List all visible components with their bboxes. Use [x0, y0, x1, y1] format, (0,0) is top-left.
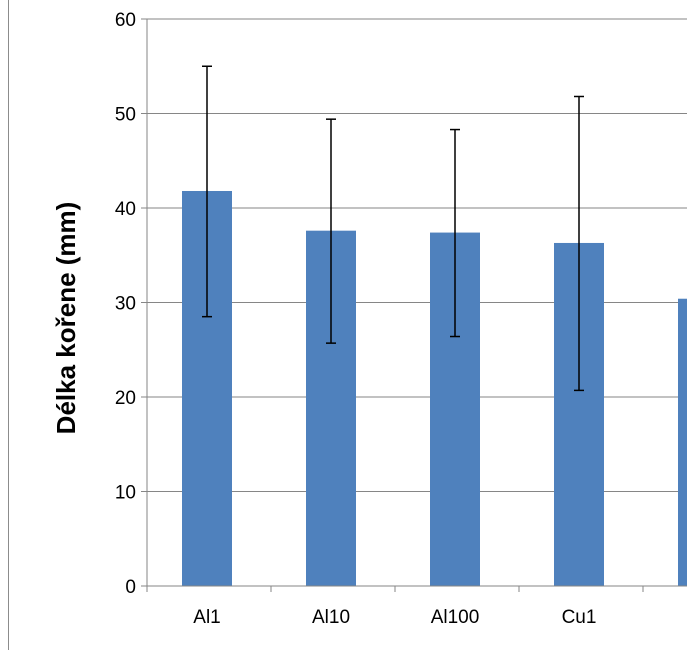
x-tick-label: Al10 — [312, 607, 350, 628]
y-tick-label: 50 — [115, 105, 136, 126]
x-tick-label: Cu1 — [562, 607, 597, 628]
y-tick-label: 40 — [115, 199, 136, 220]
bar-c — [678, 298, 687, 586]
y-axis-title: Délka kořene (mm) — [51, 202, 81, 435]
left-border — [8, 0, 9, 650]
y-tick-label: 60 — [115, 10, 136, 31]
error-bars-group — [202, 65, 584, 392]
y-tick-label: 0 — [125, 577, 136, 598]
x-tick-label: Al1 — [193, 607, 220, 628]
y-tick-label: 30 — [115, 294, 136, 315]
x-tick-label: Al100 — [431, 607, 480, 628]
labels-group: 0102030405060Al1Al10Al100Cu1C — [115, 10, 597, 628]
y-tick-label: 10 — [115, 483, 136, 504]
y-tick-label: 20 — [115, 388, 136, 409]
axes-group — [141, 18, 687, 592]
bars-group — [182, 190, 687, 587]
